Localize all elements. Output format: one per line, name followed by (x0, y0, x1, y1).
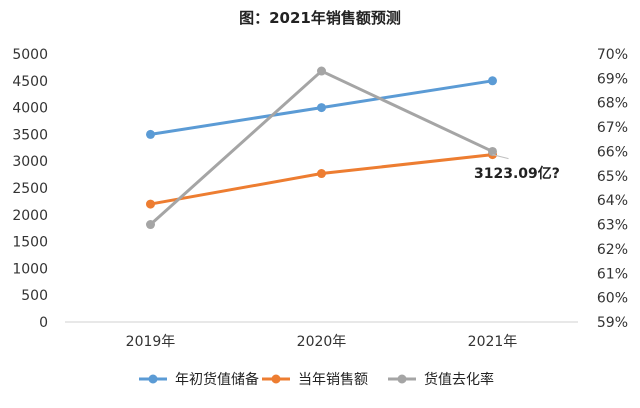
legend-label: 货值去化率 (424, 371, 494, 388)
legend-swatch-marker (271, 374, 281, 384)
annotation-label: 3123.09亿? (474, 165, 560, 182)
y-left-tick-label: 3500 (12, 127, 48, 143)
y-right-tick-label: 62% (597, 242, 628, 258)
data-point (317, 66, 326, 76)
y-right-tick-label: 67% (597, 120, 628, 136)
x-tick-label: 2021年 (468, 334, 518, 350)
legend-swatch-marker (397, 374, 407, 384)
annotation-leader (492, 154, 509, 160)
y-right-tick-label: 70% (597, 47, 628, 63)
data-point (317, 103, 326, 113)
y-left-tick-label: 1500 (12, 235, 48, 251)
y-left-tick-label: 4500 (12, 74, 48, 90)
series-layer (146, 66, 509, 230)
data-point (146, 129, 155, 139)
y-left-tick-label: 3000 (12, 154, 48, 170)
y-left-tick-label: 2500 (12, 181, 48, 197)
axes: 0 500 1000 1500 2000 2500 3000 3500 4000 4500 5000… (12, 47, 628, 350)
y-right-tick-label: 60% (597, 291, 628, 307)
y-right-tick-label: 66% (597, 144, 628, 160)
legend-label: 年初货值储备 (175, 371, 259, 388)
y-right-tick-label: 68% (597, 96, 628, 112)
y-left-tick-label: 5000 (12, 47, 48, 63)
data-point (146, 199, 155, 209)
y-right-tick-label: 69% (597, 71, 628, 87)
legend-swatch-marker (148, 374, 158, 384)
y-left-tick-label: 1000 (12, 261, 48, 277)
y-left-tick-label: 500 (21, 288, 48, 304)
y-left-tick-label: 2000 (12, 208, 48, 224)
data-point (146, 220, 155, 230)
data-point (488, 146, 497, 156)
y-right-tick-label: 59% (597, 315, 628, 331)
x-tick-label: 2019年 (126, 334, 176, 350)
y-left-tick-label: 0 (39, 315, 48, 331)
y-right-tick-label: 65% (597, 169, 628, 185)
legend: 年初货值储备 当年销售额 货值去化率 (139, 371, 494, 388)
legend-label: 当年销售额 (298, 372, 368, 388)
y-left-tick-label: 4000 (12, 101, 48, 117)
chart-title: 图：2021年销售额预测 (239, 9, 401, 27)
series-line (149, 69, 494, 226)
x-tick-label: 2020年 (297, 334, 347, 350)
data-point (488, 76, 497, 86)
y-right-tick-label: 61% (597, 266, 628, 282)
y-right-tick-label: 63% (597, 218, 628, 234)
data-point (317, 169, 326, 179)
y-right-tick-label: 64% (597, 193, 628, 209)
